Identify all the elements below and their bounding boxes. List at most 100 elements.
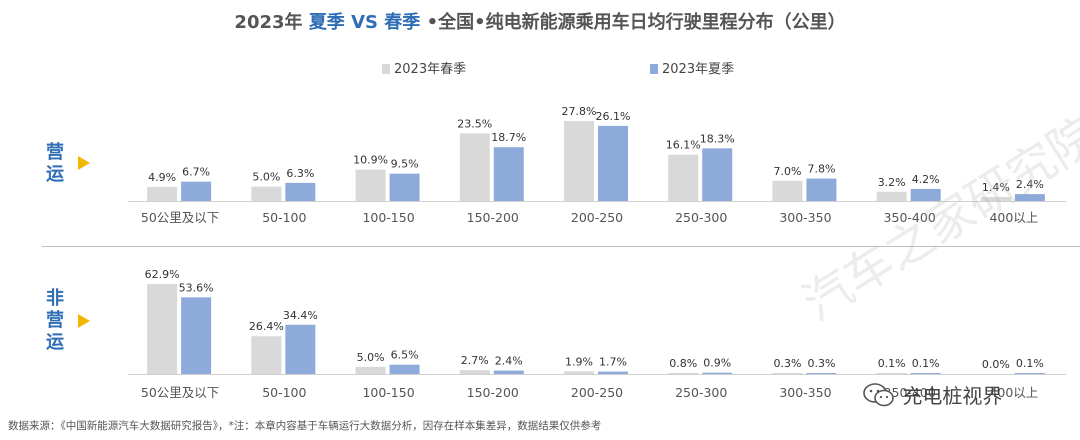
data-label: 0.0%: [982, 358, 1010, 371]
arrow-icon: [78, 314, 90, 328]
bar-spring: [147, 284, 178, 374]
bar-summer: [285, 182, 316, 201]
bar-summer: [702, 372, 733, 374]
category-tick-label: 400以上: [989, 210, 1038, 225]
section-label-operating: 营 运: [46, 142, 90, 186]
section-label-non-operating: 非 营 运: [46, 288, 90, 354]
data-label: 18.7%: [491, 131, 526, 144]
bar-summer: [910, 188, 941, 201]
wechat-icon: [863, 383, 894, 407]
panel-operating: 4.9% 6.7% 50公里及以下 5.0% 6.3% 50-100 10.9% 9.5% 10…: [128, 105, 1066, 225]
legend-item-summer: 2023年夏季: [650, 58, 734, 77]
category-tick-label: 250-300: [675, 385, 727, 400]
data-label: 62.9%: [145, 268, 180, 281]
bar-spring: [772, 180, 803, 201]
bar-summer: [181, 297, 212, 374]
bar-summer: [702, 148, 733, 201]
legend-label-spring: 2023年春季: [394, 62, 467, 77]
title-spring: 春季: [384, 12, 421, 33]
data-label: 2.4%: [495, 355, 523, 368]
legend-item-spring: 2023年春季: [382, 58, 466, 77]
data-label: 34.4%: [283, 309, 318, 322]
bar-summer: [806, 178, 837, 201]
data-label: 9.5%: [391, 158, 419, 171]
bar-spring: [772, 373, 803, 374]
data-label: 4.2%: [912, 173, 940, 186]
category-tick-label: 50公里及以下: [141, 210, 219, 225]
data-label: 23.5%: [457, 117, 492, 130]
category-tick-label: 300-350: [779, 385, 831, 400]
data-label: 0.3%: [807, 357, 835, 370]
bar-spring: [459, 370, 490, 374]
category-tick-label: 150-200: [467, 210, 519, 225]
panel-non-operating: 62.9%53.6% 50公里及以下 26.4%34.4% 50-100 5.0% 6.5…: [128, 268, 1066, 400]
wechat-account-name: 充电桩视界: [902, 384, 1003, 408]
bar-spring: [355, 169, 386, 201]
title-suffix: •全国•纯电新能源乘用车日均行驶里程分布（公里）: [426, 12, 846, 33]
bar-spring: [876, 373, 907, 374]
data-label: 1.7%: [599, 356, 627, 369]
bar-summer: [493, 147, 524, 201]
category-tick-label: 250-300: [675, 210, 727, 225]
section-char: 非: [46, 288, 64, 309]
bar-summer: [1014, 373, 1045, 374]
data-label: 0.3%: [773, 357, 801, 370]
category-tick-label: 200-250: [571, 210, 623, 225]
data-label: 6.7%: [182, 166, 210, 179]
title-summer: 夏季: [308, 12, 345, 33]
bar-spring: [668, 154, 699, 201]
legend-swatch-summer: [650, 64, 658, 74]
bar-summer: [285, 324, 316, 374]
bar-summer: [1014, 194, 1045, 201]
data-label: 1.4%: [982, 181, 1010, 194]
footnote: 数据来源：《中国新能源汽车大数据研究报告》，*注：本章内容基于车辆运行大数据分析…: [8, 420, 602, 432]
bar-spring: [564, 371, 594, 374]
bar-summer: [910, 373, 941, 374]
bar-summer: [598, 371, 628, 374]
data-label: 6.5%: [391, 349, 419, 362]
data-label: 1.9%: [565, 355, 593, 368]
data-label: 2.7%: [461, 354, 489, 367]
data-label: 16.1%: [666, 139, 701, 152]
data-label: 0.1%: [878, 357, 906, 370]
section-char: 运: [46, 164, 64, 185]
bar-summer: [806, 373, 837, 374]
data-label: 26.1%: [596, 110, 631, 123]
bar-spring: [147, 186, 178, 201]
chart-title: 2023年 夏季 VS 春季 •全国•纯电新能源乘用车日均行驶里程分布（公里）: [0, 8, 1080, 34]
category-tick-label: 400以上: [989, 385, 1038, 400]
section-char: 营: [46, 142, 64, 163]
data-label: 7.8%: [807, 163, 835, 176]
data-label: 0.1%: [912, 357, 940, 370]
data-label: 2.4%: [1016, 178, 1044, 191]
bar-spring: [251, 186, 282, 201]
data-label: 5.0%: [252, 171, 280, 184]
data-label: 3.2%: [878, 176, 906, 189]
data-label: 0.9%: [703, 357, 731, 370]
bar-spring: [251, 336, 282, 374]
bar-spring: [876, 191, 907, 201]
data-label: 18.3%: [700, 132, 735, 145]
arrow-icon: [78, 156, 90, 170]
bar-spring: [564, 121, 594, 201]
data-label: 5.0%: [357, 351, 385, 364]
legend-swatch-spring: [382, 64, 390, 74]
bar-summer: [181, 181, 212, 201]
category-tick-label: 50-100: [262, 210, 306, 225]
data-label: 27.8%: [562, 105, 597, 118]
category-tick-label: 350-400: [884, 210, 936, 225]
legend: 2023年春季 2023年夏季: [0, 58, 1080, 78]
data-label: 0.1%: [1016, 357, 1044, 370]
category-tick-label: 100-150: [362, 210, 414, 225]
category-tick-label: 50-100: [262, 385, 306, 400]
bar-summer: [389, 364, 420, 374]
category-tick-label: 50公里及以下: [141, 385, 219, 400]
category-tick-label: 300-350: [779, 210, 831, 225]
category-tick-label: 100-150: [362, 385, 414, 400]
section-char: 营: [46, 310, 64, 331]
bar-spring: [459, 133, 490, 201]
data-label: 53.6%: [179, 281, 214, 294]
legend-label-summer: 2023年夏季: [662, 62, 735, 77]
category-tick-label: 350-400: [884, 385, 936, 400]
